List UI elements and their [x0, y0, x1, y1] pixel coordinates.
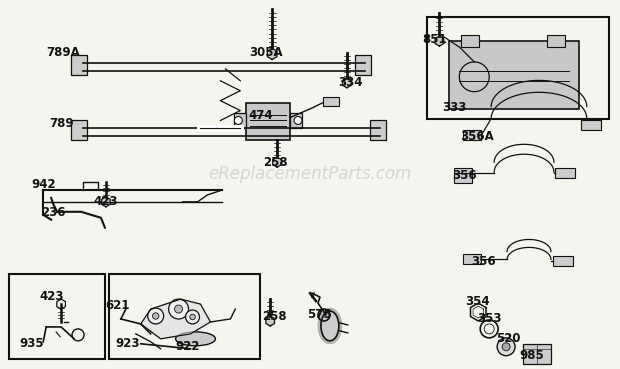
Bar — [246, 103, 290, 140]
Circle shape — [175, 305, 182, 313]
Bar — [450, 41, 579, 108]
Text: 942: 942 — [31, 179, 56, 192]
Circle shape — [185, 310, 200, 324]
Text: 985: 985 — [519, 349, 544, 362]
Text: 935: 935 — [19, 337, 44, 350]
Circle shape — [148, 308, 164, 324]
Text: 851: 851 — [422, 32, 447, 46]
Bar — [461, 35, 479, 47]
Bar — [323, 97, 339, 106]
Text: 423: 423 — [39, 290, 64, 303]
Circle shape — [153, 313, 159, 319]
Polygon shape — [342, 78, 351, 88]
Text: 923: 923 — [116, 337, 140, 350]
Polygon shape — [273, 157, 281, 167]
Bar — [581, 121, 601, 130]
Bar — [234, 113, 246, 128]
Text: 356: 356 — [453, 169, 477, 182]
Text: 520: 520 — [496, 332, 521, 345]
Polygon shape — [141, 299, 210, 339]
Text: eReplacementParts.com: eReplacementParts.com — [208, 165, 412, 183]
Polygon shape — [102, 197, 110, 207]
Bar — [553, 256, 573, 266]
Text: 423: 423 — [93, 195, 117, 208]
Circle shape — [502, 343, 510, 351]
Text: 922: 922 — [175, 340, 200, 353]
Circle shape — [497, 338, 515, 356]
Bar — [523, 344, 551, 363]
Text: 236: 236 — [41, 206, 66, 219]
Bar — [71, 121, 87, 140]
Text: 354: 354 — [465, 294, 490, 308]
Bar — [370, 121, 386, 140]
Text: 356A: 356A — [460, 130, 494, 143]
Text: 305A: 305A — [249, 45, 283, 59]
Text: 333: 333 — [443, 101, 467, 114]
Text: 353: 353 — [477, 313, 502, 325]
Bar — [555, 168, 575, 178]
Circle shape — [234, 117, 242, 124]
Circle shape — [190, 314, 195, 320]
Bar — [355, 55, 371, 75]
Polygon shape — [266, 316, 275, 326]
Text: 789: 789 — [49, 117, 74, 130]
Text: 356: 356 — [471, 255, 496, 268]
Bar — [463, 255, 481, 265]
Bar — [454, 173, 472, 183]
Bar — [71, 55, 87, 75]
Ellipse shape — [321, 311, 339, 341]
Text: 258: 258 — [264, 156, 288, 169]
Circle shape — [294, 117, 302, 124]
Bar — [290, 113, 302, 128]
Bar — [9, 274, 105, 359]
Bar — [427, 17, 609, 118]
Text: 334: 334 — [338, 76, 362, 89]
Text: 258: 258 — [262, 310, 287, 324]
Text: 575: 575 — [307, 307, 332, 321]
Text: 474: 474 — [248, 109, 273, 122]
Circle shape — [169, 299, 188, 319]
Text: 621: 621 — [105, 299, 130, 311]
Bar — [109, 274, 260, 359]
Text: 789A: 789A — [46, 46, 80, 59]
Polygon shape — [435, 36, 444, 46]
Polygon shape — [267, 49, 277, 59]
Bar — [463, 130, 481, 140]
Bar — [547, 35, 565, 47]
Bar — [454, 168, 472, 178]
Ellipse shape — [175, 332, 215, 346]
